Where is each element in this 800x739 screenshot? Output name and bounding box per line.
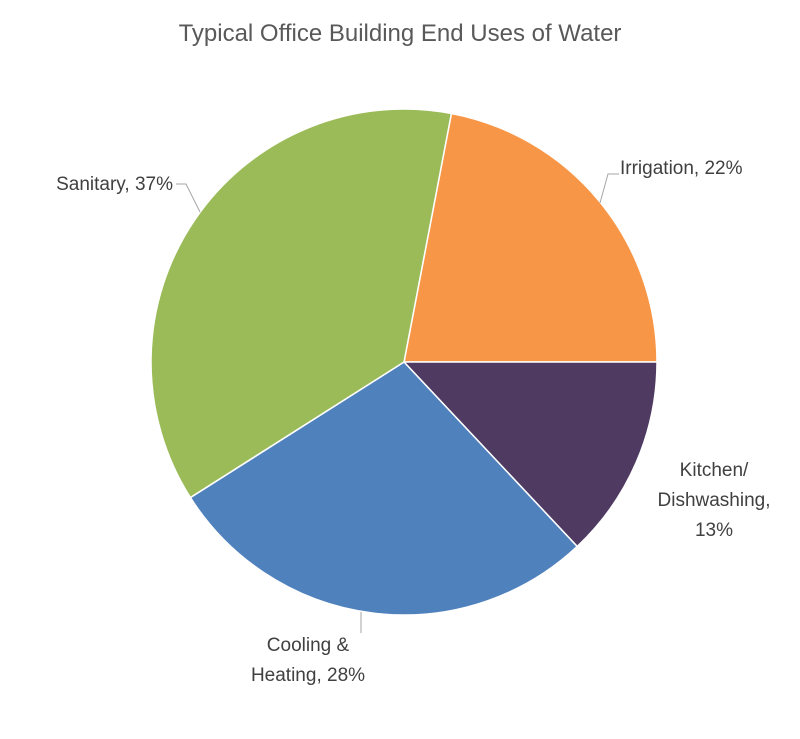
pie-slice-sanitary <box>150 108 453 499</box>
pie-slices <box>150 108 658 616</box>
data-label-line: Cooling & <box>267 635 350 656</box>
data-label: Irrigation, 22% <box>620 158 743 179</box>
data-label-line: 13% <box>695 520 733 541</box>
data-label-line: Irrigation, 22% <box>620 158 743 179</box>
leader-line <box>176 183 201 213</box>
data-label-line: Sanitary, 37% <box>56 174 173 195</box>
data-label: Cooling & Heating, 28% <box>251 635 365 686</box>
data-labels: Irrigation, 22% Kitchen/Dishwashing, 13% Co… <box>56 158 770 686</box>
data-label-line: Dishwashing, <box>658 490 771 511</box>
leader-lines <box>176 173 619 633</box>
pie-slice-kitchen-dishwashing <box>402 361 658 548</box>
chart-title: Typical Office Building End Uses of Wate… <box>179 20 622 47</box>
data-label-line: Kitchen/ <box>680 460 749 481</box>
leader-line <box>599 173 619 204</box>
pie-slice-cooling-heating <box>189 361 579 616</box>
data-label: Sanitary, 37% <box>56 174 173 195</box>
data-label-line: Heating, 28% <box>251 665 365 686</box>
data-label: Kitchen/Dishwashing, 13% <box>658 460 771 541</box>
pie-slice-irrigation <box>403 112 658 363</box>
